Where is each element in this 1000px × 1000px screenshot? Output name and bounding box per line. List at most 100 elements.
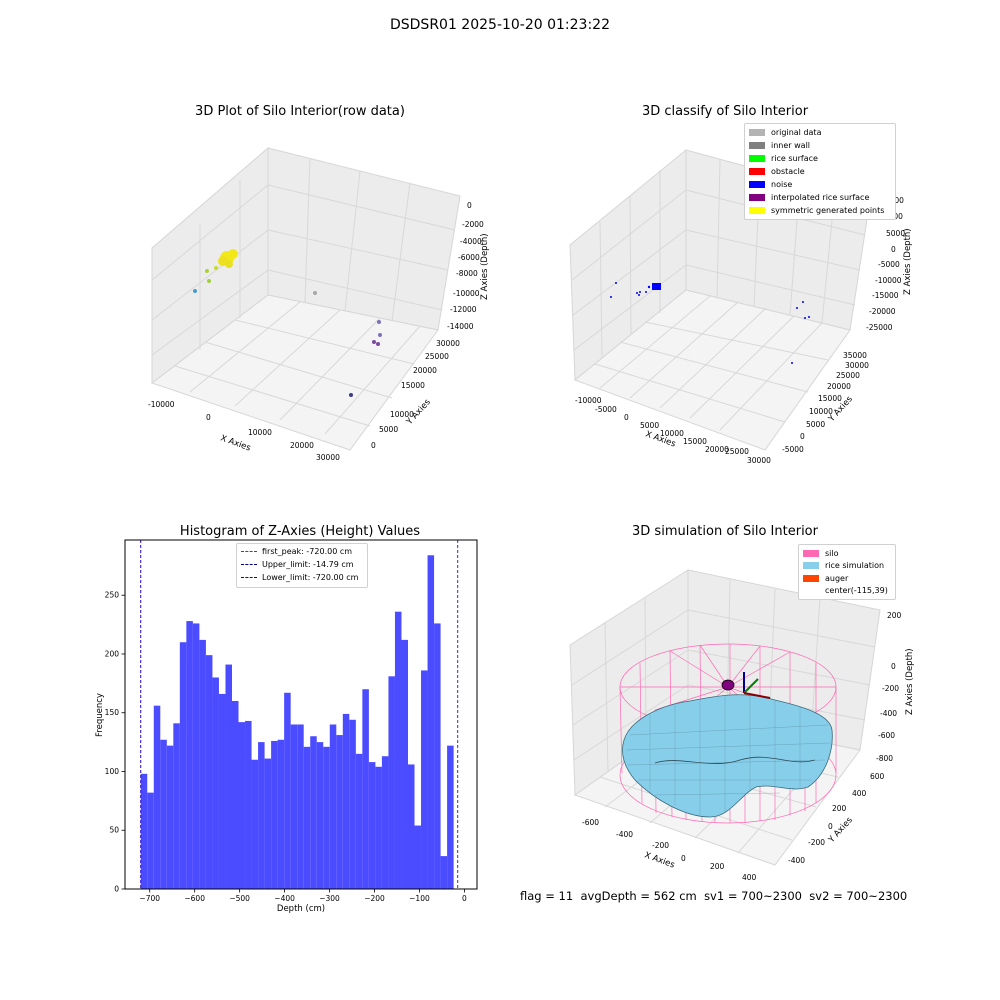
histogram-bar [277, 739, 285, 889]
raw-3d-scatter: -10000 0 10000 20000 30000 0 5000 10000 … [148, 146, 490, 462]
cls-xtick-8: 30000 [747, 456, 771, 465]
classify-grid [571, 159, 866, 431]
legend-label: Upper_limit: -14.79 cm [262, 560, 354, 569]
cls-xtick-0: -10000 [575, 396, 602, 405]
sim-ytick-4: 400 [852, 789, 867, 798]
noise-point [791, 362, 793, 364]
histogram-bar [199, 639, 206, 889]
raw-point [214, 266, 218, 270]
histogram-legend-item: Upper_limit: -14.79 cm [237, 558, 367, 571]
raw-ztick-2: -4000 [460, 237, 482, 246]
histogram-bar [375, 766, 382, 889]
sim-ztick-4: -600 [878, 731, 895, 740]
histogram-bar [212, 677, 219, 889]
histogram-bar [192, 623, 200, 889]
cls-ztick-3: 0 [891, 245, 896, 254]
footer-flag: flag = 11 [520, 889, 574, 903]
sim-xtick-2: -200 [652, 841, 669, 850]
raw-point [376, 342, 380, 346]
legend-label: rice simulation [825, 561, 885, 571]
cls-ztick-5: -10000 [875, 276, 902, 285]
histogram-bar [421, 670, 428, 889]
sim-ytick-1: -200 [808, 838, 825, 847]
legend-swatch [749, 194, 765, 201]
hist-ytick-label: 250 [105, 591, 120, 600]
cls-ytick-2: 5000 [806, 420, 825, 429]
raw-point [313, 291, 317, 295]
legend-label: symmetric generated points [771, 206, 885, 215]
legend-item: symmetric generated points [745, 204, 895, 217]
legend-swatch [749, 129, 765, 136]
chart-title-simulation: 3D simulation of Silo Interior [632, 524, 818, 539]
histogram-frame [124, 539, 478, 890]
histogram-bar [251, 759, 259, 889]
histogram-bar [147, 792, 154, 889]
hist-xtick-label: −300 [319, 894, 340, 903]
raw-point [228, 249, 238, 259]
legend-swatch [749, 142, 765, 149]
legend-label: interpolated rice surface [771, 193, 870, 202]
raw-point [378, 333, 382, 337]
histogram-bar [323, 746, 330, 889]
noise-point [639, 291, 641, 293]
legend-label: obstacle [771, 167, 805, 176]
histogram-bar [414, 825, 422, 889]
cls-ytick-8: 35000 [843, 351, 867, 360]
hist-xtick-label: −200 [364, 894, 385, 903]
raw-xtick-0: -10000 [148, 400, 175, 409]
raw-point [349, 393, 353, 397]
hist-ylabel: Frequency [95, 693, 105, 737]
hist-xtick-label: −100 [409, 894, 430, 903]
cls-ztick-7: -20000 [869, 307, 896, 316]
histogram-legend-item: Lower_limit: -720.00 cm [237, 571, 367, 584]
cls-ytick-6: 25000 [836, 371, 860, 380]
legend-line-swatch [241, 564, 257, 565]
histogram-bar [231, 700, 239, 889]
legend-item: center(-115,39) [799, 585, 895, 598]
histogram-bar [440, 856, 448, 889]
chart-title-raw: 3D Plot of Silo Interior(row data) [195, 104, 405, 119]
raw-ytick-0: 0 [371, 441, 376, 450]
raw-point [377, 320, 381, 324]
hist-ytick-label: 150 [105, 708, 120, 717]
cls-ztick-4: -5000 [878, 260, 900, 269]
legend-item: original data [745, 126, 895, 139]
cls-ztick-2: 5000 [886, 229, 905, 238]
simulation-3d-surface: -600 -400 -200 0 200 400 -400 -200 0 200… [569, 569, 915, 882]
histogram-bar [388, 676, 395, 889]
noise-cluster [652, 283, 661, 290]
histogram-bar [394, 611, 402, 889]
sim-ztick-1: 0 [891, 662, 896, 671]
noise-point [615, 282, 617, 284]
histogram-bar [205, 655, 213, 889]
legend-item: auger [799, 572, 895, 585]
histogram-bar [271, 740, 278, 889]
sim-ztick-5: -800 [876, 754, 893, 763]
legend-item: rice simulation [799, 560, 895, 573]
sim-xtick-4: 200 [710, 862, 725, 871]
cls-xtick-5: 15000 [683, 437, 707, 446]
histogram-bar [218, 693, 226, 889]
noise-point [638, 294, 640, 296]
raw-ztick-4: -8000 [456, 269, 478, 278]
histogram-bar [407, 764, 415, 889]
axis-marker-x [743, 692, 771, 699]
histogram-bar [290, 724, 298, 889]
footer-sv1: sv1 = 700~2300 [704, 889, 802, 903]
raw-xtick-1: 0 [206, 413, 211, 422]
cls-xtick-2: 0 [624, 413, 629, 422]
histogram-bar [342, 713, 350, 889]
raw-point [225, 260, 233, 268]
status-footer: flag = 11 avgDepth = 562 cm sv1 = 700~23… [520, 889, 907, 903]
raw-ytick-2: 10000 [390, 410, 414, 419]
legend-label: center(-115,39) [825, 586, 888, 596]
sim-ytick-5: 600 [870, 772, 885, 781]
cls-xtick-4: 10000 [660, 429, 684, 438]
legend-swatch [749, 207, 765, 214]
histogram-bar [238, 722, 246, 889]
histogram-bar [303, 746, 311, 889]
legend-swatch [749, 155, 765, 162]
legend-line-swatch [241, 551, 257, 552]
legend-label: original data [771, 128, 822, 137]
legend-item: obstacle [745, 165, 895, 178]
